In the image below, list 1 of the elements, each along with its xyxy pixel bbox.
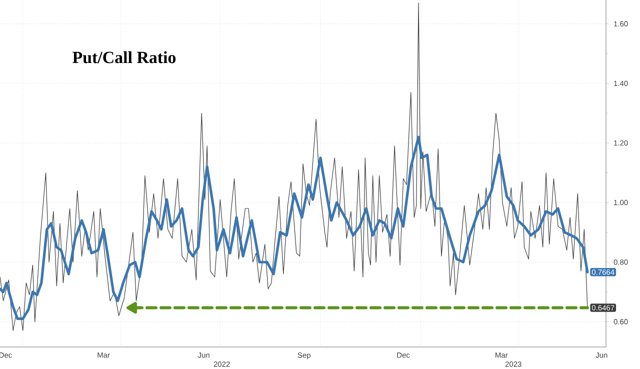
text: Put/Call Ratio [72, 51, 176, 64]
